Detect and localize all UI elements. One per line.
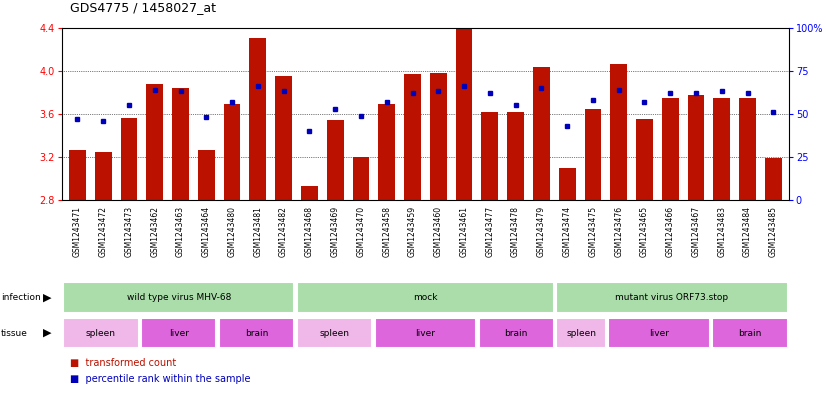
- Text: mutant virus ORF73.stop: mutant virus ORF73.stop: [615, 293, 729, 302]
- Bar: [378, 104, 395, 200]
- Bar: [301, 186, 318, 200]
- Bar: [456, 23, 472, 200]
- Bar: [636, 119, 653, 200]
- Bar: [478, 318, 554, 349]
- Bar: [198, 150, 215, 200]
- Text: GSM1243460: GSM1243460: [434, 206, 443, 257]
- Bar: [404, 74, 421, 200]
- Text: GSM1243461: GSM1243461: [459, 206, 468, 257]
- Text: GSM1243466: GSM1243466: [666, 206, 675, 257]
- Bar: [353, 157, 369, 200]
- Text: ▶: ▶: [43, 293, 51, 303]
- Bar: [141, 318, 216, 349]
- Bar: [224, 104, 240, 200]
- Text: ■  transformed count: ■ transformed count: [70, 358, 177, 368]
- Text: GSM1243473: GSM1243473: [125, 206, 134, 257]
- Bar: [557, 282, 787, 313]
- Bar: [430, 73, 447, 200]
- Bar: [609, 318, 710, 349]
- Text: GSM1243476: GSM1243476: [615, 206, 623, 257]
- Text: brain: brain: [505, 329, 528, 338]
- Text: GSM1243474: GSM1243474: [563, 206, 572, 257]
- Bar: [64, 282, 294, 313]
- Text: GSM1243483: GSM1243483: [717, 206, 726, 257]
- Bar: [533, 68, 550, 200]
- Bar: [275, 76, 292, 200]
- Text: infection: infection: [1, 293, 40, 302]
- Text: liver: liver: [649, 329, 669, 338]
- Bar: [558, 168, 576, 200]
- Bar: [297, 282, 554, 313]
- Text: brain: brain: [245, 329, 268, 338]
- Bar: [172, 88, 189, 200]
- Bar: [712, 318, 787, 349]
- Text: GSM1243463: GSM1243463: [176, 206, 185, 257]
- Text: liver: liver: [169, 329, 189, 338]
- Bar: [219, 318, 294, 349]
- Text: wild type virus MHV-68: wild type virus MHV-68: [126, 293, 231, 302]
- Text: GSM1243481: GSM1243481: [254, 206, 263, 257]
- Text: GSM1243465: GSM1243465: [640, 206, 649, 257]
- Text: GDS4775 / 1458027_at: GDS4775 / 1458027_at: [70, 1, 216, 14]
- Text: ▶: ▶: [43, 328, 51, 338]
- Bar: [327, 120, 344, 200]
- Text: GSM1243464: GSM1243464: [202, 206, 211, 257]
- Text: liver: liver: [415, 329, 435, 338]
- Bar: [297, 318, 373, 349]
- Bar: [585, 108, 601, 200]
- Bar: [146, 84, 163, 200]
- Text: spleen: spleen: [86, 329, 116, 338]
- Bar: [95, 152, 112, 200]
- Text: GSM1243470: GSM1243470: [357, 206, 365, 257]
- Text: GSM1243478: GSM1243478: [511, 206, 520, 257]
- Bar: [69, 150, 86, 200]
- Bar: [765, 158, 781, 200]
- Bar: [688, 94, 705, 200]
- Text: GSM1243458: GSM1243458: [382, 206, 392, 257]
- Text: GSM1243462: GSM1243462: [150, 206, 159, 257]
- Bar: [482, 112, 498, 200]
- Text: GSM1243482: GSM1243482: [279, 206, 288, 257]
- Bar: [610, 64, 627, 200]
- Bar: [121, 118, 137, 200]
- Text: GSM1243472: GSM1243472: [98, 206, 107, 257]
- Bar: [64, 318, 139, 349]
- Text: tissue: tissue: [1, 329, 28, 338]
- Bar: [739, 98, 756, 200]
- Text: GSM1243477: GSM1243477: [486, 206, 494, 257]
- Text: spleen: spleen: [566, 329, 596, 338]
- Text: GSM1243480: GSM1243480: [228, 206, 236, 257]
- Bar: [662, 98, 679, 200]
- Text: GSM1243471: GSM1243471: [73, 206, 82, 257]
- Text: mock: mock: [413, 293, 438, 302]
- Text: ■  percentile rank within the sample: ■ percentile rank within the sample: [70, 374, 251, 384]
- Text: GSM1243459: GSM1243459: [408, 206, 417, 257]
- Text: GSM1243475: GSM1243475: [588, 206, 597, 257]
- Text: GSM1243485: GSM1243485: [769, 206, 778, 257]
- Text: GSM1243479: GSM1243479: [537, 206, 546, 257]
- Text: brain: brain: [738, 329, 762, 338]
- Text: GSM1243484: GSM1243484: [743, 206, 752, 257]
- Bar: [557, 318, 605, 349]
- Bar: [375, 318, 476, 349]
- Text: spleen: spleen: [320, 329, 349, 338]
- Bar: [249, 38, 266, 200]
- Bar: [714, 98, 730, 200]
- Text: GSM1243469: GSM1243469: [330, 206, 339, 257]
- Text: GSM1243468: GSM1243468: [305, 206, 314, 257]
- Bar: [507, 112, 524, 200]
- Text: GSM1243467: GSM1243467: [691, 206, 700, 257]
